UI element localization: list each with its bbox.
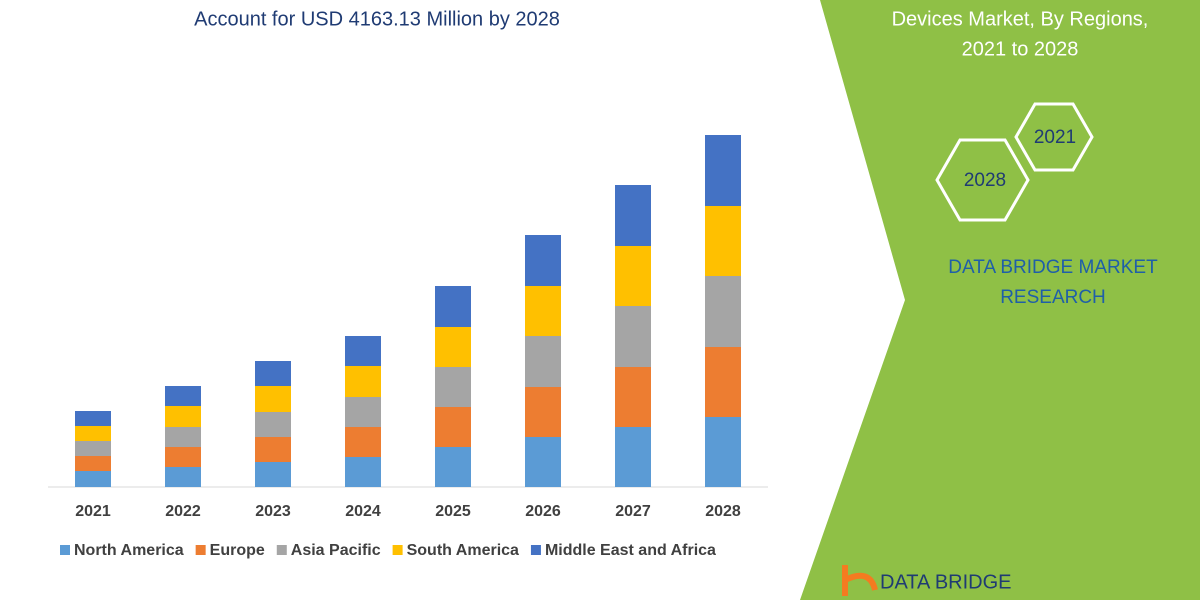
bar-segment	[525, 336, 561, 387]
bar-segment	[165, 406, 201, 427]
legend-label: Asia Pacific	[291, 542, 381, 559]
legend-label: Europe	[210, 542, 265, 559]
brand-text: RESEARCH	[1000, 287, 1106, 308]
bar-segment	[255, 386, 291, 412]
bar-segment	[705, 417, 741, 487]
bar-segment	[165, 386, 201, 406]
bar-segment	[525, 437, 561, 487]
bar-segment	[75, 456, 111, 471]
bar-segment	[705, 276, 741, 347]
panel-title: Devices Market, By Regions,	[892, 8, 1149, 30]
bar-segment	[435, 447, 471, 487]
legend-label: Middle East and Africa	[545, 542, 716, 559]
brand-text: DATA BRIDGE MARKET	[948, 257, 1158, 278]
bar-segment	[615, 185, 651, 246]
legend-swatch	[276, 545, 287, 555]
panel-title: 2021 to 2028	[962, 38, 1079, 60]
legend-swatch	[530, 545, 541, 555]
legend-swatch	[392, 545, 403, 555]
bar-segment	[345, 397, 381, 427]
legend-label: North America	[74, 542, 184, 559]
legend-label: South America	[407, 542, 519, 559]
bar-segment	[255, 462, 291, 487]
x-tick-label: 2025	[435, 503, 471, 520]
bar-segment	[615, 367, 651, 427]
bar-segment	[525, 286, 561, 336]
bar-segment	[525, 235, 561, 286]
bar-segment	[345, 457, 381, 487]
bar-segment	[435, 367, 471, 407]
bar-segment	[165, 467, 201, 487]
bar-segment	[255, 361, 291, 386]
x-tick-label: 2027	[615, 503, 651, 520]
bar-segment	[165, 447, 201, 467]
legend-swatch	[195, 545, 206, 555]
logo-icon	[842, 565, 878, 596]
x-tick-label: 2023	[255, 503, 291, 520]
x-tick-label: 2021	[75, 503, 111, 520]
hexagon	[935, 138, 1030, 222]
bar-segment	[255, 437, 291, 462]
bar-segment	[705, 206, 741, 276]
bar-segment	[345, 427, 381, 457]
x-tick-label: 2022	[165, 503, 201, 520]
logo-text: DATA BRIDGE	[880, 571, 1012, 593]
bar-segment	[75, 471, 111, 487]
bar-segment	[165, 427, 201, 447]
bar-segment	[345, 336, 381, 366]
hexagon	[1014, 102, 1094, 172]
bar-segment	[615, 306, 651, 367]
chart-title: Account for USD 4163.13 Million by 2028	[194, 8, 560, 30]
bar-segment	[255, 412, 291, 437]
bar-segment	[345, 366, 381, 397]
bar-segment	[75, 411, 111, 426]
side-panel	[800, 0, 1200, 600]
bar-segment	[615, 427, 651, 487]
bar-segment	[705, 347, 741, 417]
x-tick-label: 2024	[345, 503, 381, 520]
bar-segment	[435, 327, 471, 367]
bar-segment	[75, 426, 111, 441]
bar-segment	[705, 135, 741, 206]
bar-segment	[615, 246, 651, 306]
bar-segment	[435, 286, 471, 327]
legend-swatch	[60, 545, 70, 555]
x-tick-label: 2028	[705, 503, 741, 520]
bar-segment	[75, 441, 111, 456]
hexagon-label: 2028	[964, 170, 1006, 191]
bar-segment	[435, 407, 471, 447]
bar-segment	[525, 387, 561, 437]
hexagon-label: 2021	[1034, 127, 1076, 148]
x-tick-label: 2026	[525, 503, 561, 520]
